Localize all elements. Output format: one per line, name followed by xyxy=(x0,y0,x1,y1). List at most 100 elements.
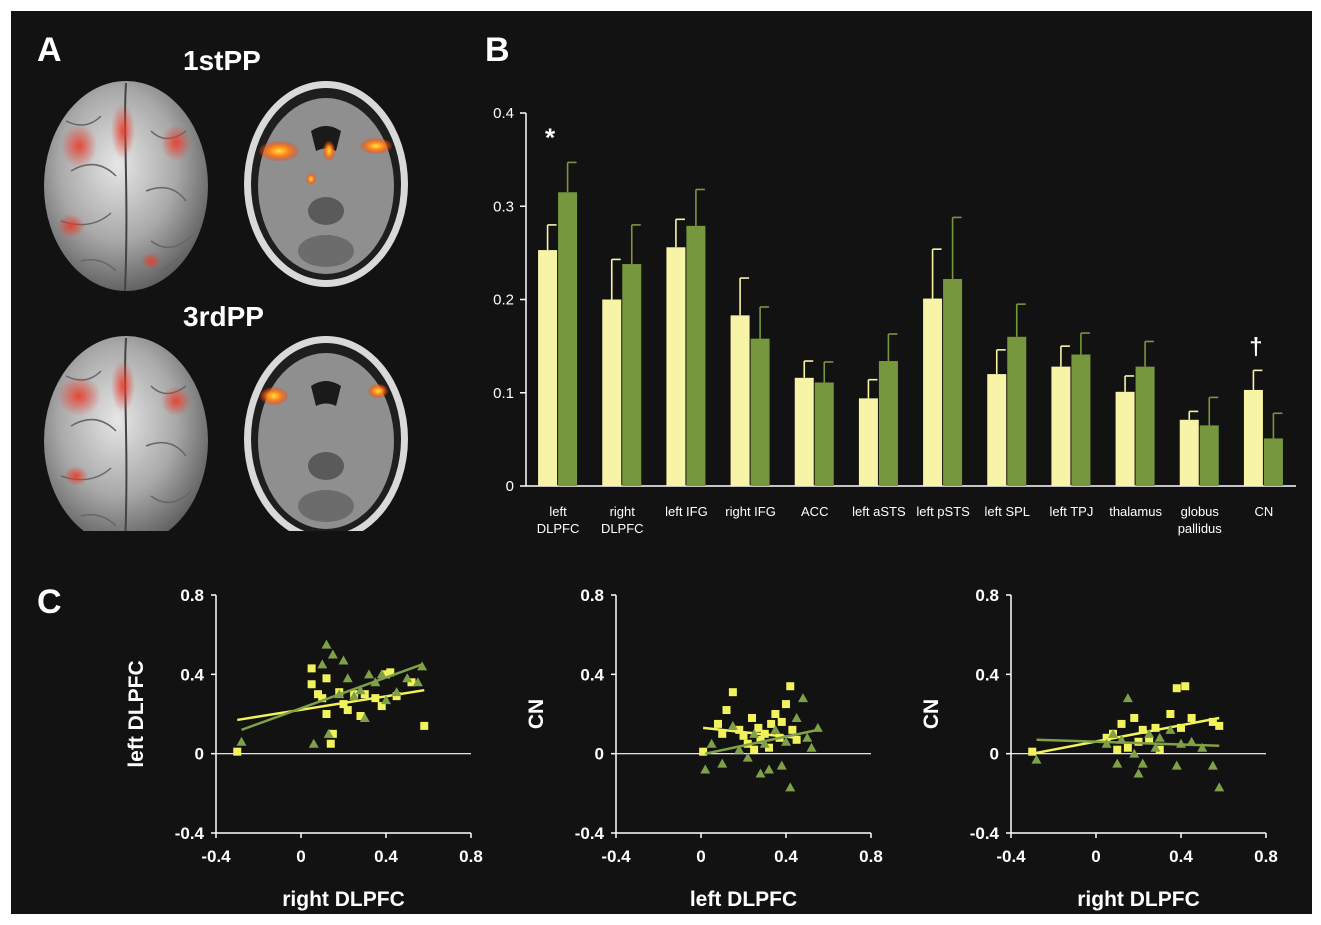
data-point-square xyxy=(377,702,386,711)
data-point-triangle xyxy=(1165,724,1176,734)
data-point-triangle xyxy=(417,661,428,671)
y-tick-label: 0.2 xyxy=(493,292,514,309)
y-tick-label: -0.4 xyxy=(575,824,605,843)
data-point-triangle xyxy=(776,760,787,770)
data-point-square xyxy=(728,688,737,697)
data-point-triangle xyxy=(1214,782,1225,792)
data-point-triangle xyxy=(759,738,770,748)
bar xyxy=(878,361,898,486)
y-tick-label: 0.8 xyxy=(975,586,999,605)
data-point-square xyxy=(788,725,797,734)
significance-marker: † xyxy=(1249,333,1262,360)
bar xyxy=(1007,336,1027,486)
regression-line xyxy=(1032,716,1220,755)
data-point-square xyxy=(767,719,776,728)
data-point-square xyxy=(356,711,365,720)
data-point-square xyxy=(1208,717,1217,726)
x-tick-label: 0 xyxy=(1091,847,1100,866)
bar xyxy=(730,315,750,486)
data-point-square xyxy=(782,700,790,709)
data-point-triangle xyxy=(749,728,760,738)
data-point-square xyxy=(1181,682,1190,691)
data-point-square xyxy=(739,731,748,740)
data-point-square xyxy=(1166,710,1175,718)
data-point-triangle xyxy=(323,728,334,738)
data-point-square xyxy=(1151,723,1160,732)
data-point-triangle xyxy=(727,720,738,730)
data-point-square xyxy=(322,710,331,718)
bar xyxy=(686,225,706,486)
data-point-square xyxy=(1187,713,1196,722)
category-label: left aSTS xyxy=(852,504,906,519)
data-point-square xyxy=(343,706,352,715)
axial-slice-3rdpp xyxy=(244,336,408,531)
data-point-square xyxy=(307,680,316,689)
category-label: DLPFC xyxy=(601,521,644,536)
data-point-triangle xyxy=(798,693,808,703)
data-point-square xyxy=(1102,733,1111,742)
bar xyxy=(943,278,963,486)
x-tick-label: 0.4 xyxy=(374,847,398,866)
data-point-triangle xyxy=(717,758,728,768)
data-point-square xyxy=(1215,721,1224,730)
y-tick-label: 0.4 xyxy=(180,665,204,684)
bar xyxy=(622,264,642,486)
data-point-square xyxy=(1123,743,1132,752)
bar xyxy=(1243,389,1263,486)
data-point-triangle xyxy=(781,736,791,746)
data-point-square xyxy=(314,690,322,699)
bar xyxy=(750,338,770,486)
regression-line xyxy=(704,728,819,755)
data-point-square xyxy=(1145,735,1154,744)
data-point-square xyxy=(718,729,727,738)
data-point-triangle xyxy=(327,649,338,659)
y-tick-label: 0.1 xyxy=(493,385,514,402)
data-point-square xyxy=(1130,713,1139,722)
data-point-triangle xyxy=(1171,760,1182,770)
x-tick-label: 0 xyxy=(296,847,305,866)
data-point-triangle xyxy=(1197,742,1208,752)
y-tick-label: -0.4 xyxy=(970,824,1000,843)
data-point-triangle xyxy=(308,738,319,748)
data-point-square xyxy=(756,735,765,744)
data-point-triangle xyxy=(700,764,711,774)
category-label: DLPFC xyxy=(537,521,580,536)
brain-images xyxy=(44,81,408,531)
bar xyxy=(1199,425,1219,486)
x-axis-label: right DLPFC xyxy=(282,888,404,911)
data-point-triangle xyxy=(806,742,817,752)
y-axis-label: CN xyxy=(920,699,943,729)
data-point-square xyxy=(722,706,731,715)
y-tick-label: 0.4 xyxy=(975,665,999,684)
data-point-triangle xyxy=(770,724,781,734)
data-point-triangle xyxy=(1133,768,1144,778)
data-point-triangle xyxy=(1154,732,1165,742)
x-tick-label: 0.8 xyxy=(859,847,883,866)
data-point-triangle xyxy=(802,732,813,742)
category-label: right IFG xyxy=(725,504,776,519)
data-point-square xyxy=(1155,745,1164,754)
bar xyxy=(814,382,834,486)
data-point-triangle xyxy=(791,712,802,722)
bar xyxy=(794,377,814,486)
data-point-triangle xyxy=(1112,758,1123,768)
panel-b-letter: B xyxy=(485,31,510,69)
data-point-triangle xyxy=(317,659,328,669)
third-person-label: 3rdPP xyxy=(183,301,264,332)
data-point-triangle xyxy=(1129,748,1140,758)
data-point-square xyxy=(1177,723,1185,732)
data-point-triangle xyxy=(381,695,391,705)
data-point-triangle xyxy=(1031,754,1042,764)
x-axis-label: left DLPFC xyxy=(690,888,797,911)
x-tick-label: 0.4 xyxy=(1169,847,1193,866)
data-point-triangle xyxy=(359,712,370,722)
data-point-triangle xyxy=(338,655,349,665)
y-axis-label: left DLPFC xyxy=(125,660,148,767)
data-point-square xyxy=(735,725,744,734)
data-point-triangle xyxy=(1108,728,1118,738)
data-point-square xyxy=(386,668,395,677)
bar xyxy=(1071,354,1091,486)
data-point-triangle xyxy=(355,685,366,695)
data-point-square xyxy=(328,729,337,738)
y-tick-label: 0 xyxy=(990,745,999,764)
